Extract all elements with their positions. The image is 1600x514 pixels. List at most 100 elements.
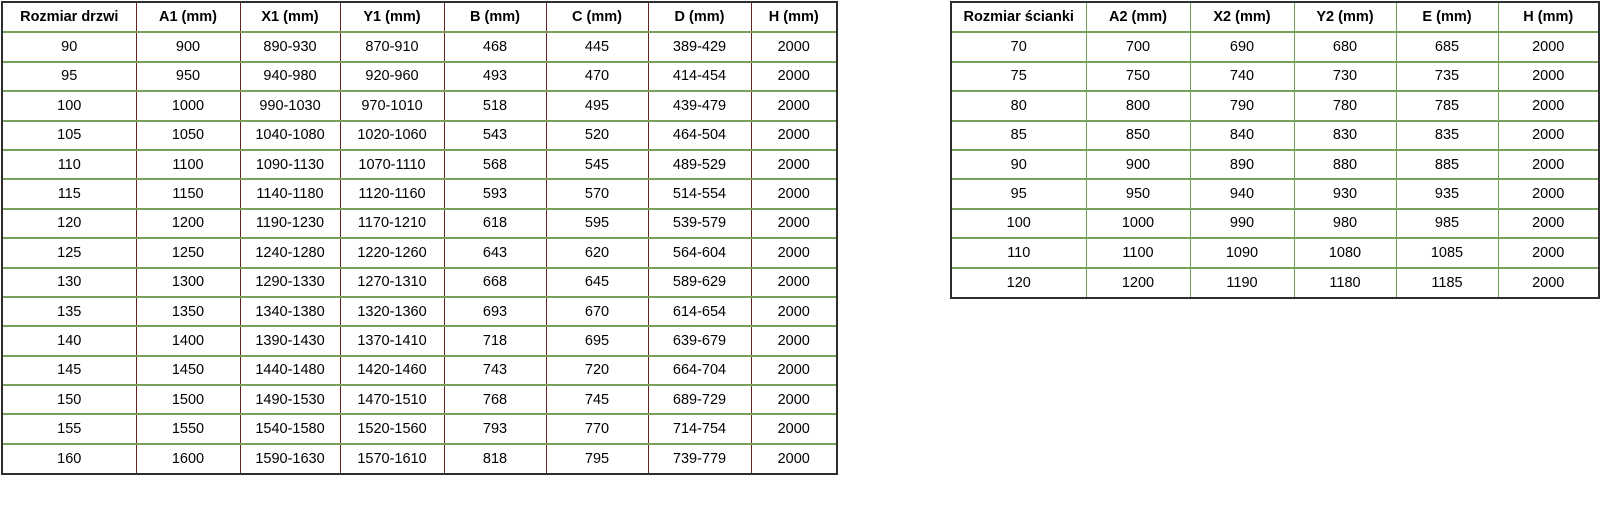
table-cell: 1250 [135, 237, 240, 268]
table-cell: 880 [1293, 148, 1396, 180]
table-cell: 2000 [1497, 119, 1598, 150]
table-cell: 870-910 [339, 31, 444, 62]
table-cell: 714-754 [647, 413, 751, 444]
table-cell: 940 [1189, 178, 1294, 209]
table-row: 125 1250 1240-1280 1220-1260 643 620 564-604 20… [3, 237, 836, 268]
size-tables-page: Rozmiar drzwi A1 (mm) X1 (mm) Y1 (mm) B (mm)… [1, 1, 1600, 476]
table-cell: 1540-1580 [239, 413, 340, 444]
table-cell: 730 [1293, 60, 1396, 92]
table-cell: 793 [443, 413, 546, 444]
table-cell: 120 [3, 207, 136, 239]
table-cell: 900 [1085, 148, 1190, 180]
table-cell: 518 [443, 90, 546, 121]
table-cell: 1420-1460 [339, 354, 444, 386]
table-cell: 2000 [1497, 237, 1598, 268]
table-cell: 1570-1610 [339, 442, 444, 474]
table-cell: 1070-1110 [339, 148, 444, 180]
table-row: 95 950 940-980 920-960 493 470 414-454 2000 [3, 60, 836, 92]
table-cell: 1170-1210 [339, 207, 444, 239]
table-row: 80 800 790 780 785 2000 [952, 90, 1598, 121]
table-cell: 150 [3, 384, 136, 415]
table-cell: 1050 [135, 119, 240, 150]
table-cell: 545 [545, 148, 648, 180]
table-cell: 835 [1395, 119, 1498, 150]
table-cell: 1370-1410 [339, 325, 444, 356]
table-row: 120 1200 1190 1180 1185 2000 [952, 266, 1598, 297]
table-cell: 690 [1189, 31, 1294, 62]
table-cell: 570 [545, 178, 648, 209]
table-cell: 1100 [135, 148, 240, 180]
table-cell: 1140-1180 [239, 178, 340, 209]
table-cell: 670 [545, 295, 648, 327]
table-cell: 885 [1395, 148, 1498, 180]
table-cell: 700 [1085, 31, 1190, 62]
table-cell: 2000 [750, 60, 836, 92]
column-header: Rozmiar ścianki [963, 9, 1074, 26]
column-header: X2 (mm) [1189, 3, 1294, 33]
column-header: Y2 (mm) [1293, 3, 1396, 33]
table-cell: 2000 [1497, 178, 1598, 209]
column-header: D (mm) [647, 3, 751, 33]
door-size-table-wrap: Rozmiar drzwi A1 (mm) X1 (mm) Y1 (mm) B (mm)… [1, 1, 838, 476]
table-row: 100 1000 990-1030 970-1010 518 495 439-479 2000 [3, 90, 836, 121]
column-header: Y1 (mm) [339, 3, 444, 33]
table-cell: 2000 [750, 119, 836, 150]
table-cell: 850 [1085, 119, 1190, 150]
table-cell: 145 [3, 354, 136, 386]
table-cell: 1400 [135, 325, 240, 356]
table-cell: 1000 [1085, 207, 1190, 239]
table-cell: 1185 [1395, 266, 1498, 297]
table-cell: 890 [1189, 148, 1294, 180]
table-row: 110 1100 1090-1130 1070-1110 568 545 489-529 20… [3, 148, 836, 180]
column-header: E (mm) [1395, 3, 1498, 33]
table-row: 90 900 890 880 885 2000 [952, 148, 1598, 180]
column-header: H (mm) [750, 3, 836, 33]
table-cell: 2000 [750, 442, 836, 474]
table-cell: 1450 [135, 354, 240, 386]
table-cell: 2000 [750, 266, 836, 297]
table-cell: 614-654 [647, 295, 751, 327]
table-cell: 1000 [135, 90, 240, 121]
table-cell: 100 [3, 90, 136, 121]
table-cell: 818 [443, 442, 546, 474]
table-cell: 940-980 [239, 60, 340, 92]
table-cell: 1150 [135, 178, 240, 209]
table-cell: 1085 [1395, 237, 1498, 268]
table-cell: 2000 [1497, 60, 1598, 92]
table-cell: 689-729 [647, 384, 751, 415]
table-cell: 564-604 [647, 237, 751, 268]
table-cell: 790 [1189, 90, 1294, 121]
table-cell: 130 [3, 266, 136, 297]
table-cell: 75 [952, 60, 1086, 92]
table-cell: 1600 [135, 442, 240, 474]
table-cell: 2000 [750, 178, 836, 209]
table-cell: 468 [443, 31, 546, 62]
table-cell: 1240-1280 [239, 237, 340, 268]
table-cell: 890-930 [239, 31, 340, 62]
column-header: X1 (mm) [239, 3, 340, 33]
table-cell: 1080 [1293, 237, 1396, 268]
table-cell: 493 [443, 60, 546, 92]
table-cell: 720 [545, 354, 648, 386]
table-cell: 1180 [1293, 266, 1396, 297]
column-header: B (mm) [443, 3, 546, 33]
door-size-table: Rozmiar drzwi A1 (mm) X1 (mm) Y1 (mm) B (mm)… [3, 3, 836, 474]
table-cell: 1490-1530 [239, 384, 340, 415]
table-cell: 980 [1293, 207, 1396, 239]
table-cell: 543 [443, 119, 546, 150]
table-cell: 743 [443, 354, 546, 386]
table-cell: 750 [1085, 60, 1190, 92]
table-cell: 2000 [750, 413, 836, 444]
table-cell: 105 [3, 119, 136, 150]
table-cell: 2000 [750, 148, 836, 180]
table-cell: 1190 [1189, 266, 1294, 297]
door-table-body: 90 900 890-930 870-910 468 445 389-429 2000 95 95… [3, 31, 836, 474]
table-cell: 685 [1395, 31, 1498, 62]
table-cell: 920-960 [339, 60, 444, 92]
table-cell: 1090-1130 [239, 148, 340, 180]
table-cell: 1220-1260 [339, 237, 444, 268]
table-cell: 735 [1395, 60, 1498, 92]
table-cell: 595 [545, 207, 648, 239]
table-cell: 470 [545, 60, 648, 92]
table-cell: 930 [1293, 178, 1396, 209]
